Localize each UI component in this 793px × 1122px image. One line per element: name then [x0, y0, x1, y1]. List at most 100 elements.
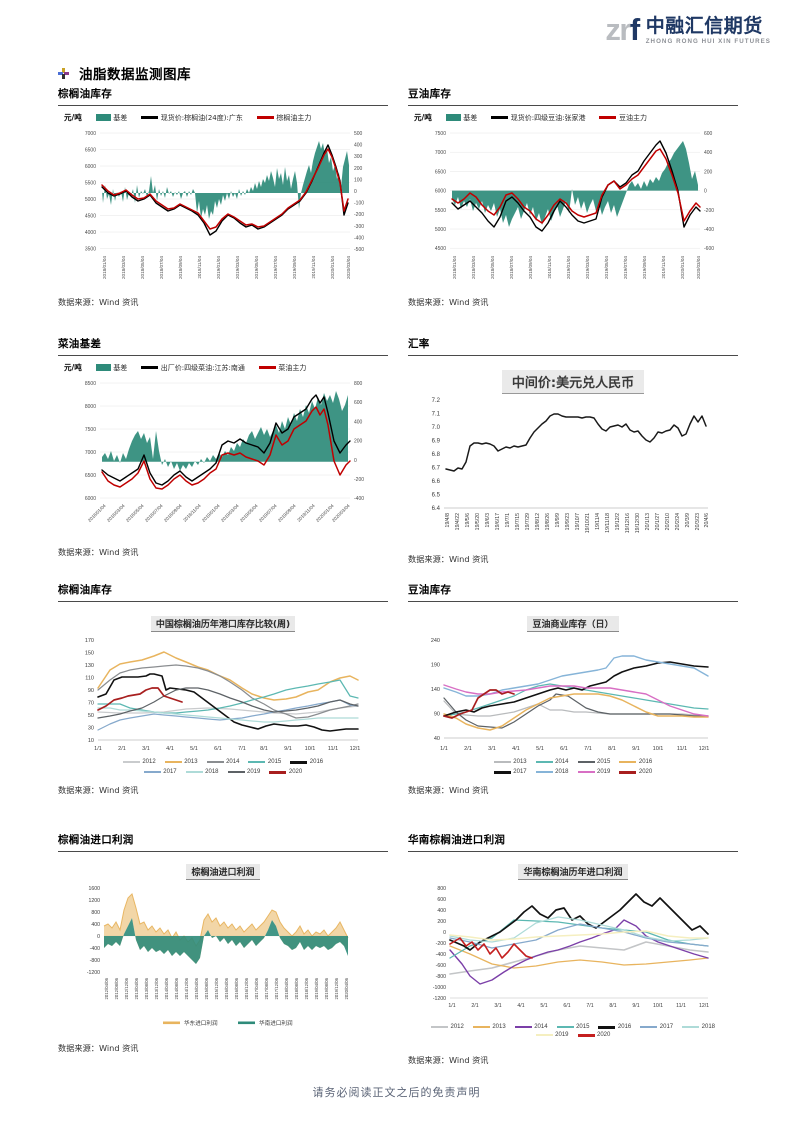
chart-canvas: 元/吨 基差 现货价:四级豆油:张家港 豆油主力 7500 7000 6500 60…: [408, 112, 738, 293]
svg-text:11/1: 11/1: [677, 746, 687, 752]
company-logo: zrf 中融汇信期货 ZHONG RONG HUI XIN FUTURES: [605, 14, 771, 45]
legend-label: 2017: [659, 1024, 674, 1031]
svg-text:2018/03/04: 2018/03/04: [106, 503, 126, 523]
y-axis-unit-label: 元/吨: [64, 363, 82, 373]
legend-label: 2020: [288, 769, 303, 776]
svg-text:500: 500: [354, 131, 363, 137]
svg-text:400: 400: [91, 922, 100, 928]
year-legend: 2013 2014 2015 2016 2017 2018 2019 2020: [408, 759, 738, 775]
chart-block-south-china-palm-import-profit: 华南棕榈油进口利润 华南棕榈油历年进口利润 800 600 400 200 0 -200…: [408, 832, 738, 1066]
svg-text:12/1: 12/1: [699, 746, 710, 752]
svg-text:7500: 7500: [435, 131, 446, 137]
svg-text:-200: -200: [436, 941, 446, 947]
svg-text:190: 190: [431, 663, 440, 669]
heading-rule: [408, 105, 738, 107]
legend-label: 2018: [205, 769, 219, 776]
svg-text:1600: 1600: [88, 886, 100, 892]
legend-label: 2019: [555, 1032, 569, 1039]
svg-text:0: 0: [443, 930, 446, 936]
legend-item-2019: 2019: [227, 769, 260, 775]
svg-text:2016/12/06: 2016/12/06: [244, 978, 249, 1000]
svg-text:10/1: 10/1: [653, 1003, 663, 1009]
svg-text:10/1: 10/1: [305, 746, 316, 752]
page-title: 油脂数据监测图库: [79, 67, 191, 83]
svg-text:2018/11/04: 2018/11/04: [182, 503, 202, 523]
legend-item-2013: 2013: [472, 1024, 506, 1030]
legend-item-2016: 2016: [598, 1024, 631, 1030]
legend-item-2018: 2018: [185, 769, 219, 776]
legend-item-exfactory: 出厂价:四级菜油:江苏:南通: [141, 363, 245, 373]
svg-text:6500: 6500: [85, 473, 96, 479]
logo-wordmark: 中融汇信期货 ZHONG RONG HUI XIN FUTURES: [645, 14, 771, 45]
y-axis-unit-label: 元/吨: [414, 113, 432, 123]
logo-english-name: ZHONG RONG HUI XIN FUTURES: [645, 37, 771, 45]
svg-text:20/4/6: 20/4/6: [704, 513, 710, 528]
svg-text:2018/05/04: 2018/05/04: [125, 503, 145, 523]
legend-item-2014: 2014: [535, 759, 569, 766]
svg-text:170: 170: [85, 638, 94, 644]
legend-label: 2014: [555, 759, 569, 766]
svg-text:2019/01/04: 2019/01/04: [566, 256, 571, 279]
chart-svg-fx: 7.2 7.1 7.0 6.9 6.8 6.7 6.6 6.5 6.4 19/4/8 19/…: [432, 398, 710, 533]
svg-text:150: 150: [85, 651, 94, 657]
chart-source-note: 数据来源：Wind 资讯: [408, 785, 489, 796]
svg-text:11/1: 11/1: [328, 746, 338, 752]
chart-source-note: 数据来源：Wind 资讯: [58, 297, 139, 308]
svg-text:19/12/30: 19/12/30: [635, 513, 641, 533]
legend-item-2017: 2017: [143, 769, 177, 775]
svg-text:2019/09/04: 2019/09/04: [277, 503, 297, 523]
chart-heading: 豆油库存: [408, 88, 452, 100]
svg-text:19/4/22: 19/4/22: [455, 513, 461, 530]
svg-text:12/1: 12/1: [350, 746, 361, 752]
svg-text:2018/11/04: 2018/11/04: [547, 256, 552, 279]
svg-text:6500: 6500: [435, 170, 446, 176]
svg-text:70: 70: [88, 701, 94, 707]
svg-text:19/10/7: 19/10/7: [575, 513, 581, 530]
legend-item-2016: 2016: [619, 759, 652, 765]
svg-text:20/1/27: 20/1/27: [655, 513, 661, 530]
svg-text:30: 30: [88, 726, 94, 732]
svg-text:2018/07/04: 2018/07/04: [159, 256, 164, 279]
svg-text:140: 140: [431, 687, 440, 693]
chart-source-note: 数据来源：Wind 资讯: [58, 785, 139, 796]
legend-item-2017: 2017: [640, 1024, 673, 1030]
svg-text:2019/07/04: 2019/07/04: [258, 503, 278, 523]
diamond-bullet-icon: [58, 67, 69, 79]
svg-text:7/1: 7/1: [238, 746, 246, 752]
svg-text:2018/07/04: 2018/07/04: [509, 256, 514, 279]
svg-text:2017/12/06: 2017/12/06: [274, 978, 279, 1000]
legend-label: 2016: [638, 759, 653, 766]
svg-text:5/1: 5/1: [536, 746, 544, 752]
svg-text:7500: 7500: [85, 427, 96, 433]
svg-text:0: 0: [354, 189, 357, 195]
chart-heading: 华南棕榈油进口利润: [408, 834, 506, 846]
svg-text:-500: -500: [354, 247, 364, 253]
svg-text:4/1: 4/1: [517, 1003, 524, 1009]
svg-text:2019/11/04: 2019/11/04: [661, 256, 666, 279]
svg-text:4500: 4500: [435, 246, 446, 252]
legend-item-2018: 2018: [682, 1024, 715, 1030]
svg-text:6.9: 6.9: [432, 439, 441, 445]
legend-item-2015: 2015: [248, 759, 281, 765]
chart-canvas: 中国棕榈油历年港口库存比较(周) 170 150 130 110 90 70 50 30 1…: [58, 614, 388, 775]
svg-text:-400: -400: [90, 946, 100, 952]
svg-text:-200: -200: [354, 477, 364, 483]
svg-text:-300: -300: [354, 224, 364, 230]
svg-text:19/6/3: 19/6/3: [485, 513, 491, 528]
svg-text:5500: 5500: [85, 181, 96, 187]
logo-f-text: f: [629, 12, 640, 47]
legend-label: 2016: [617, 1024, 632, 1031]
svg-text:130: 130: [85, 663, 94, 669]
svg-text:8/1: 8/1: [260, 746, 268, 752]
legend-label: 现货价:四级豆油:张家港: [510, 113, 586, 122]
legend-item-futures: 菜油主力: [258, 363, 306, 373]
legend-item-2014: 2014: [514, 1024, 548, 1030]
svg-text:9/1: 9/1: [632, 746, 640, 752]
chart-legend: 元/吨 基差 现货价:四级豆油:张家港 豆油主力: [408, 112, 738, 123]
legend-item-2012: 2012: [430, 1024, 464, 1030]
svg-text:5500: 5500: [435, 208, 446, 214]
svg-text:2015/04/06: 2015/04/06: [194, 978, 199, 1000]
heading-rule: [58, 851, 388, 853]
logo-chinese-name: 中融汇信期货: [645, 14, 763, 37]
